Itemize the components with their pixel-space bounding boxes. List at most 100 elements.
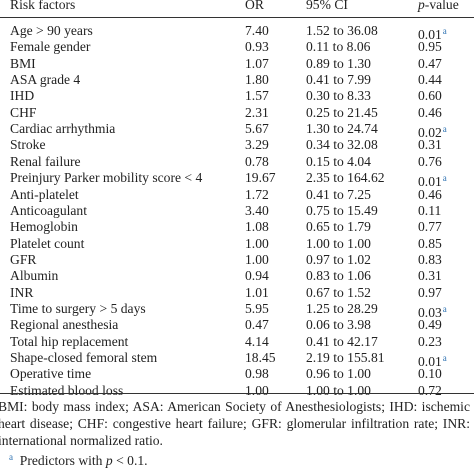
cell-text: BMI [10,55,36,71]
abbreviations: BMI: body mass index; ASA: American Soci… [0,399,470,448]
cell-text: 0.01 [418,354,442,369]
cell-text: 0.77 [418,219,442,235]
cell: Albumin [10,268,58,284]
cell-text: 1.01 [245,284,269,300]
cell-text: 0.11 to 8.06 [306,39,371,55]
cell-text: 1.25 to 28.29 [306,300,378,316]
cell-text: Age > 90 years [10,23,93,38]
cell-text: 0.76 [418,153,442,169]
cell: Time to surgery > 5 days [10,301,146,317]
header-cell: p-value [418,0,459,13]
cell-text: CHF [10,104,37,120]
cell-text: Shape-closed femoral stem [10,350,158,365]
cell: Regional anesthesia [10,317,118,333]
cell-text: 1.00 [245,382,269,398]
cell-text: 0.95 [418,39,442,55]
cell: 0.78 [245,154,269,170]
cell-text: 0.97 to 1.02 [306,251,371,267]
cell: 0.46 [418,105,442,121]
cell-text: Renal failure [10,153,81,169]
cell: 0.60 [418,88,442,104]
cell: 1.07 [245,56,269,72]
cell: 0.67 to 1.52 [306,285,371,301]
cell: 0.75 to 15.49 [306,203,378,219]
cell-text: 0.94 [245,268,269,284]
cell-text: 5.67 [245,121,269,137]
cell-text: 1.72 [245,186,269,202]
cell-text: Anticoagulant [10,202,88,218]
cell: Anti-platelet [10,187,79,203]
cell-text: 0.15 to 4.04 [306,153,371,169]
cell: 0.72 [418,383,442,399]
cell-text: 0.83 to 1.06 [306,268,371,284]
cell-text: 0.02 [418,125,442,141]
cell-text: 0.41 to 7.99 [306,72,371,88]
cell: IHD [10,88,34,104]
cell-text: Anti-platelet [10,186,79,202]
cell-text: 0.03 [418,304,442,320]
cell-text: 0.89 to 1.30 [306,55,371,71]
cell-text: Platelet count [10,235,85,251]
cell: 1.08 [245,219,269,235]
cell-text: IHD [10,88,35,104]
cell-text: 4.14 [245,333,269,349]
cell: BMI [10,56,36,72]
cell-text: Female gender [10,39,91,55]
cell: 0.23 [418,334,442,350]
cell-text: 1.00 [245,235,269,251]
cell: 0.30 to 8.33 [306,88,371,104]
cell-text: Estimated blood loss [10,382,124,398]
bottom-rule [0,393,474,394]
cell-text: 0.60 [418,88,442,104]
cell: 0.47 [418,56,442,72]
cell-text: 18.45 [245,350,276,365]
cell-text: 0.49 [418,317,442,333]
cell-text: 0.31 [418,268,442,284]
cell-text: 1.00 to 1.00 [306,235,371,251]
cell: Platelet count [10,236,84,252]
cell: 0.31 [418,268,442,284]
header-cell: OR [245,0,264,12]
cell-text: 1.00 [245,251,269,267]
cell-text: 0.11 [418,202,442,218]
cell: 2.19 to 155.81 [306,350,385,366]
cell-text: Hemoglobin [10,219,78,235]
cell-text: 0.41 to 42.17 [306,333,378,349]
cell-text: 0.83 [418,251,442,267]
cell: 0.97 [418,285,442,301]
cell-text: 7.40 [245,23,269,38]
cell: 0.47 [245,317,269,333]
cell: 0.46 [418,187,442,203]
cell-text: 0.01 [418,174,442,190]
cell: 0.02a [418,121,447,141]
cell: 0.41 to 7.25 [306,187,371,203]
cell: 2.31 [245,105,269,121]
cell: 0.44 [418,72,442,88]
cell: 0.98 [245,366,269,382]
cell: 0.41 to 42.17 [306,334,378,350]
cell: 7.40 [245,23,269,39]
note-mark: a [442,353,447,363]
cell: 3.29 [245,137,269,153]
cell-text: INR [10,284,34,300]
cell: 5.67 [245,121,269,137]
cell: GFR [10,252,36,268]
cell: 0.06 to 3.98 [306,317,371,333]
cell-text: 0.46 [418,186,442,202]
footnote-text: < 0.1. [116,453,148,468]
cell: 1.72 [245,187,269,203]
cell: 0.93 [245,39,269,55]
cell: 1.80 [245,72,269,88]
cell: 1.00 to 1.00 [306,383,371,399]
cell-text: 1.07 [245,55,269,71]
cell: 0.76 [418,154,442,170]
cell-text: 1.08 [245,219,269,235]
cell-text: Preinjury Parker mobility score < 4 [10,170,203,186]
cell-text: Operative time [10,366,92,382]
cell: 1.00 [245,236,269,252]
cell: Female gender [10,39,90,55]
cell-text: 5.95 [245,300,269,316]
cell-text: 0.23 [418,333,442,349]
cell: 0.65 to 1.79 [306,219,371,235]
